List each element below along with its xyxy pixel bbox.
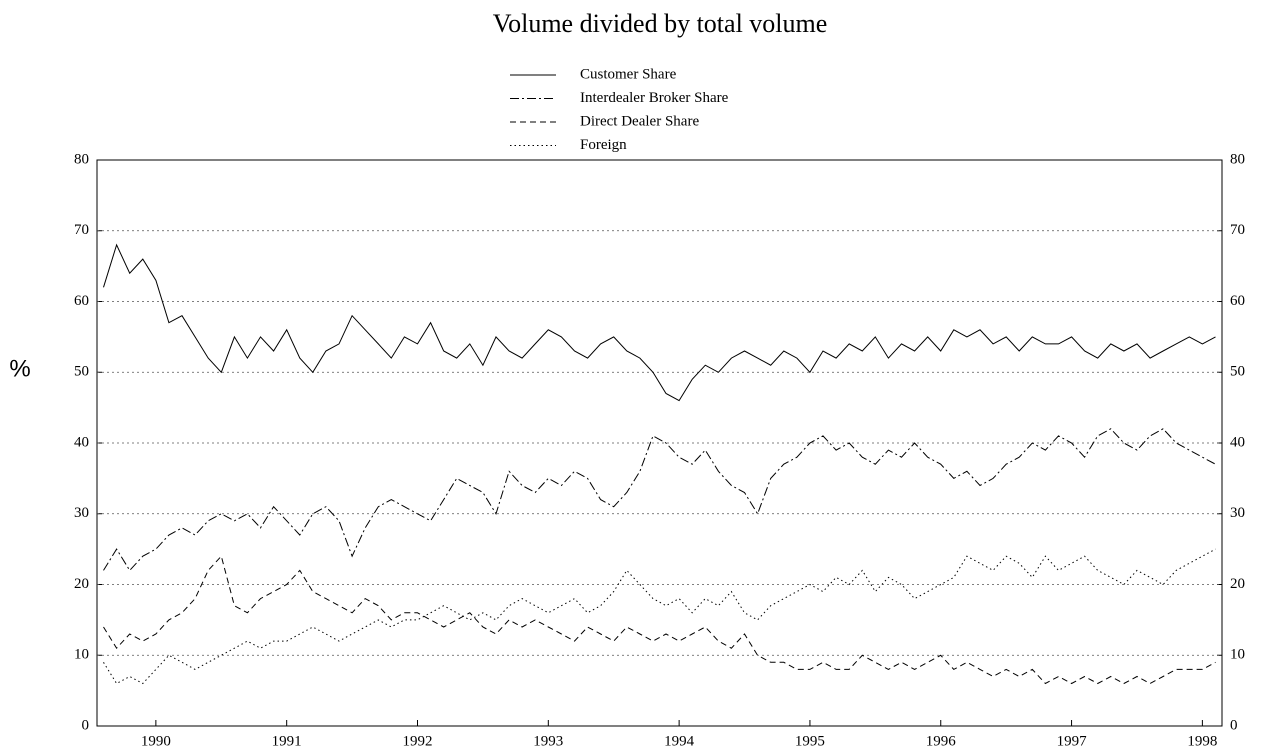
data-line: [103, 428, 1216, 572]
y-tick-label-right: 10: [1230, 647, 1245, 663]
x-tick-label: 1993: [533, 733, 563, 749]
y-tick-label: 40: [74, 434, 89, 450]
y-tick-label-right: 70: [1230, 222, 1245, 238]
legend-label: Direct Dealer Share: [580, 113, 699, 129]
data-line: [103, 243, 1216, 402]
legend-label: Foreign: [580, 137, 627, 153]
legend-label: Interdealer Broker Share: [580, 90, 729, 106]
y-tick-label: 50: [74, 364, 89, 380]
x-tick-label: 1998: [1187, 733, 1217, 749]
y-tick-label-right: 0: [1230, 717, 1238, 733]
y-tick-label-right: 20: [1230, 576, 1245, 592]
y-axis-label: %: [9, 355, 30, 382]
y-tick-label: 70: [74, 222, 89, 238]
data-line: [103, 555, 1216, 685]
x-tick-label: 1996: [926, 733, 957, 749]
x-tick-label: 1992: [402, 733, 432, 749]
y-tick-label-right: 40: [1230, 434, 1245, 450]
data-line: [103, 548, 1216, 685]
x-tick-label: 1994: [664, 733, 695, 749]
y-tick-label-right: 80: [1230, 151, 1245, 167]
y-tick-label-right: 60: [1230, 293, 1245, 309]
legend-label: Customer Share: [580, 66, 677, 82]
y-tick-label: 80: [74, 151, 89, 167]
y-tick-label-right: 50: [1230, 364, 1245, 380]
y-tick-label-right: 30: [1230, 505, 1245, 521]
x-tick-label: 1991: [272, 733, 302, 749]
y-tick-label: 10: [74, 647, 89, 663]
y-tick-label: 60: [74, 293, 89, 309]
x-tick-label: 1995: [795, 733, 825, 749]
y-tick-label: 0: [82, 717, 90, 733]
chart-title: Volume divided by total volume: [493, 9, 828, 38]
y-tick-label: 20: [74, 576, 89, 592]
y-tick-label: 30: [74, 505, 89, 521]
x-tick-label: 1990: [141, 733, 171, 749]
x-tick-label: 1997: [1057, 733, 1088, 749]
